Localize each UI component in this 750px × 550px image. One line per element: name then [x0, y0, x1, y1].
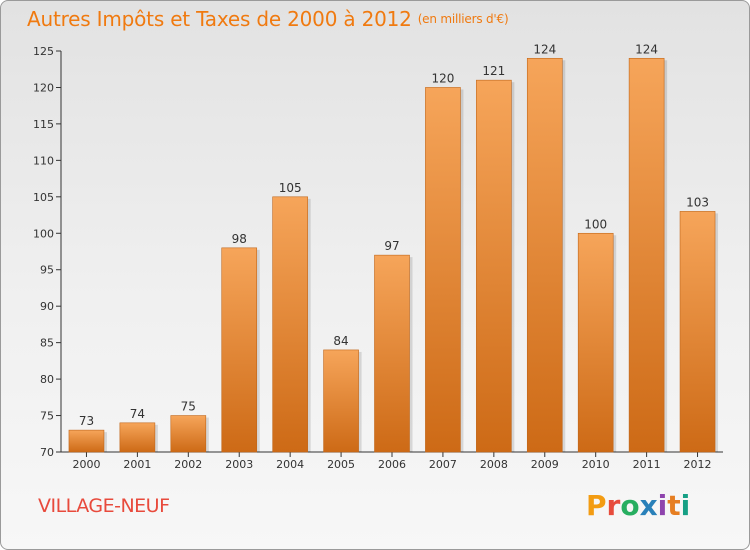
logo-letter: t: [667, 489, 681, 522]
y-tick-label: 105: [33, 191, 54, 204]
bar-2000: [68, 429, 105, 453]
x-tick-label: 2002: [174, 458, 202, 471]
x-tick-label: 2008: [480, 458, 508, 471]
chart-title-text: Autres Impôts et Taxes de 2000 à 2012: [27, 7, 412, 31]
x-tick-label: 2004: [276, 458, 304, 471]
y-tick-label: 100: [33, 227, 54, 240]
bar-2001: [119, 422, 156, 453]
data-label: 84: [333, 334, 348, 348]
bar-2005: [323, 349, 359, 453]
x-tick-label: 2012: [684, 458, 712, 471]
bar-2003: [221, 247, 258, 453]
data-label: 74: [130, 407, 145, 421]
x-tick-label: 2010: [582, 458, 610, 471]
bar-2012: [679, 211, 716, 453]
data-label: 120: [431, 71, 454, 85]
data-label: 75: [181, 400, 196, 414]
x-tick-label: 2011: [633, 458, 661, 471]
logo-letter: i: [680, 489, 691, 522]
chart-title: Autres Impôts et Taxes de 2000 à 2012 (en…: [27, 7, 509, 31]
y-tick-label: 125: [33, 45, 54, 58]
logo-letter: P: [586, 489, 607, 522]
data-label: 121: [482, 64, 505, 78]
x-tick-label: 2000: [72, 458, 100, 471]
y-tick-label: 70: [40, 446, 54, 459]
data-label: 73: [79, 414, 94, 428]
logo-letter: x: [639, 489, 658, 522]
bar-2002: [170, 415, 207, 453]
x-tick-label: 2001: [123, 458, 151, 471]
commune-name: VILLAGE-NEUF: [38, 495, 170, 517]
y-tick-label: 120: [33, 81, 54, 94]
bar-2006: [374, 254, 410, 453]
bar-2004: [272, 196, 308, 453]
data-label: 103: [686, 195, 709, 209]
logo-letter: r: [606, 489, 621, 522]
y-tick-label: 115: [33, 118, 54, 131]
y-tick-label: 80: [40, 373, 54, 386]
data-label: 124: [635, 42, 658, 56]
proxiti-logo: Proxiti: [586, 489, 690, 522]
logo-letter: o: [620, 489, 640, 522]
bar-2010: [577, 232, 614, 453]
y-tick-label: 75: [40, 410, 54, 423]
data-label: 124: [533, 42, 556, 56]
data-label: 97: [384, 239, 399, 253]
x-tick-label: 2003: [225, 458, 253, 471]
bar-2008: [476, 79, 512, 453]
x-tick-label: 2007: [429, 458, 457, 471]
chart-unit: (en milliers d'€): [417, 12, 509, 26]
y-tick-label: 95: [40, 264, 54, 277]
data-label: 100: [584, 217, 607, 231]
bar-2007: [425, 87, 461, 453]
x-tick-label: 2005: [327, 458, 355, 471]
y-tick-label: 110: [33, 154, 54, 167]
data-label: 98: [232, 232, 247, 246]
x-tick-label: 2009: [531, 458, 559, 471]
bar-2011: [628, 57, 665, 453]
y-tick-label: 90: [40, 300, 54, 313]
logo-letter: i: [657, 489, 668, 522]
x-tick-label: 2006: [378, 458, 406, 471]
chart-axes: 70 75 80 85 90 95 100 105 110 115 120 125 2000 2001 20…: [33, 45, 723, 471]
chart-data-labels: 73 74 75 98 105 84 97 120 121 124 100 124 103: [79, 42, 709, 428]
bar-2009: [526, 57, 563, 453]
chart-bars: [68, 57, 719, 453]
y-tick-label: 85: [40, 337, 54, 350]
data-label: 105: [279, 181, 302, 195]
